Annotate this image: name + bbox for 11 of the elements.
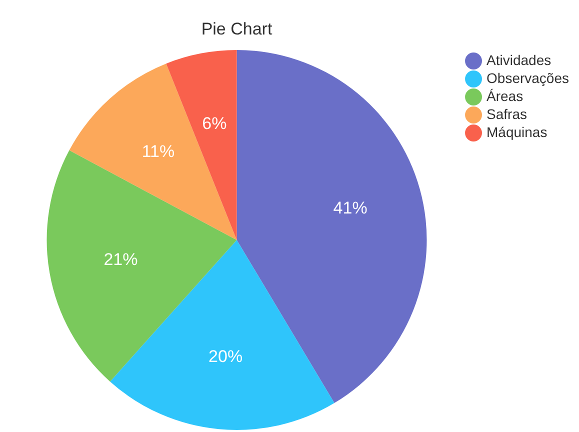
data-label: 6% (202, 114, 227, 134)
data-label: 11% (142, 142, 175, 161)
legend-label: Máquinas (486, 124, 548, 140)
data-label: 41% (333, 198, 368, 218)
legend-label: Safras (486, 106, 527, 122)
chart-title: Pie Chart (201, 20, 272, 39)
data-label: 20% (208, 346, 243, 366)
legend-label: Atividades (486, 52, 552, 68)
legend-label: Áreas (486, 88, 524, 104)
data-label: 21% (104, 250, 138, 270)
legend-label: Observações (486, 70, 569, 86)
